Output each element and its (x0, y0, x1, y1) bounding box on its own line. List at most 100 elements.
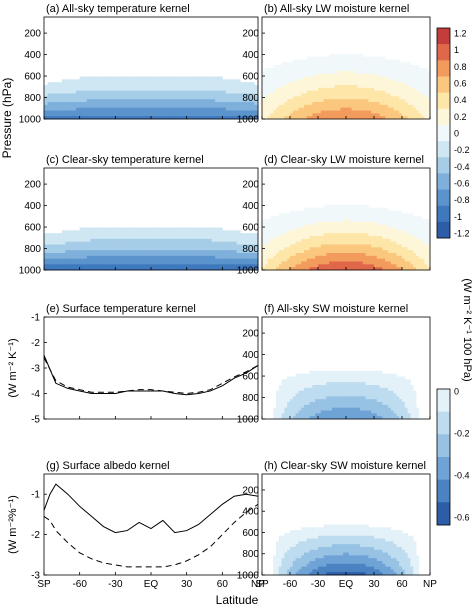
heat-cell (374, 247, 378, 251)
heat-cell (309, 213, 313, 217)
heat-cell (329, 59, 333, 63)
heat-cell (402, 221, 406, 226)
heat-cell (165, 87, 170, 92)
heat-cell (108, 247, 113, 251)
heat-cell (172, 247, 177, 251)
heat-cell (136, 99, 141, 103)
heat-cell (183, 264, 188, 268)
heat-cell (374, 227, 378, 231)
heat-cell (368, 370, 372, 375)
heat-cell (320, 253, 324, 257)
heat-cell (379, 407, 383, 411)
heat-cell (270, 76, 274, 80)
heat-cell (200, 253, 205, 257)
heat-cell (133, 244, 138, 248)
heat-cell (320, 224, 324, 228)
heat-cell (143, 99, 148, 103)
heat-cell (362, 379, 366, 383)
heat-cell (61, 110, 66, 114)
heat-cell (357, 241, 361, 245)
heat-cell (382, 73, 386, 77)
heat-cell (376, 413, 380, 417)
heat-cell (304, 390, 308, 394)
heat-cell (343, 70, 347, 75)
heat-cell (332, 113, 336, 117)
heat-cell (290, 255, 294, 260)
heat-cell (168, 267, 173, 271)
heat-cell (320, 236, 324, 240)
heat-cell (385, 250, 389, 254)
heat-cell (118, 87, 123, 92)
heat-cell (225, 264, 230, 268)
heat-cell (323, 233, 327, 237)
heat-cell (323, 56, 327, 60)
heat-cell (368, 238, 372, 243)
heat-cell (416, 65, 420, 69)
heat-cell (416, 230, 420, 234)
heat-cell (276, 264, 280, 268)
heat-cell (111, 110, 116, 114)
heat-cell (312, 376, 316, 380)
heat-cell (393, 102, 397, 106)
heat-cell (424, 247, 428, 251)
heat-cell (186, 93, 191, 97)
heat-cell (399, 267, 403, 271)
heat-cell (118, 230, 123, 234)
heat-cell (133, 102, 138, 106)
heat-cell (323, 230, 327, 234)
heat-cell (371, 93, 375, 97)
heat-cell (424, 238, 428, 243)
heat-cell (354, 221, 358, 226)
heat-cell (368, 376, 372, 380)
heat-cell (326, 59, 330, 63)
heat-cell (351, 407, 355, 411)
heat-cell (427, 96, 431, 100)
heat-cell (86, 244, 91, 248)
heat-cell (276, 113, 280, 117)
heat-cell (376, 264, 380, 268)
heat-cell (326, 407, 330, 411)
heat-cell (360, 396, 364, 400)
heat-cell (270, 227, 274, 231)
heat-cell (287, 407, 291, 411)
heat-cell (360, 393, 364, 397)
heat-cell (101, 244, 106, 248)
heat-cell (309, 70, 313, 75)
heat-cell (348, 396, 352, 400)
heat-cell (354, 90, 358, 94)
heat-cell (147, 82, 152, 86)
heat-cell (427, 73, 431, 77)
heat-cell (318, 241, 322, 245)
heat-cell (287, 110, 291, 114)
heat-cell (211, 227, 216, 231)
heat-cell (179, 107, 184, 111)
heat-cell (424, 82, 428, 86)
heat-cell (382, 93, 386, 97)
heat-cell (215, 116, 220, 120)
heat-cell (306, 402, 310, 406)
heat-cell (151, 264, 155, 268)
heat-cell (247, 236, 252, 240)
heat-cell (129, 227, 134, 231)
heat-cell (362, 93, 366, 97)
heat-cell (193, 267, 198, 271)
heat-cell (357, 244, 361, 248)
heat-cell (93, 238, 98, 243)
heat-cell (175, 87, 180, 92)
heat-cell (385, 102, 389, 106)
heat-cell (337, 410, 341, 414)
heat-cell (360, 376, 364, 380)
heat-cell (390, 96, 394, 100)
heat-cell (337, 373, 341, 377)
heat-cell (97, 241, 102, 245)
heat-cell (371, 59, 375, 63)
heat-cell (318, 68, 322, 72)
heat-cell (292, 390, 296, 394)
heat-cell (326, 393, 330, 397)
heat-cell (309, 382, 313, 386)
heat-cell (315, 216, 319, 220)
heat-cell (165, 79, 170, 83)
heat-cell (233, 87, 237, 92)
heat-cell (65, 233, 70, 237)
heat-cell (140, 99, 145, 103)
